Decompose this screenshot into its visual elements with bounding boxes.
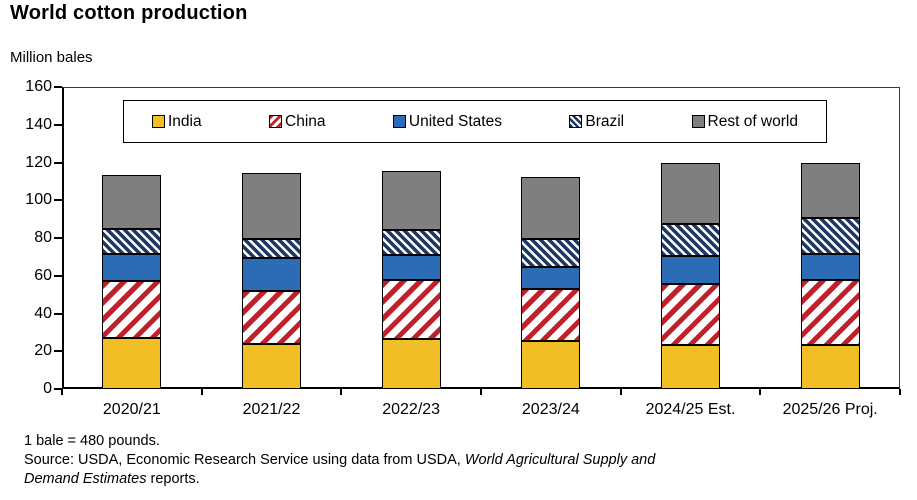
- bar-segment-brazil: [661, 223, 720, 256]
- x-axis-tick: [759, 389, 762, 395]
- bar-segment-india: [242, 343, 301, 389]
- brazil-swatch-icon: [569, 115, 583, 128]
- y-axis-tick-label: 80: [34, 229, 52, 246]
- x-axis-category-label: 2022/23: [382, 401, 441, 418]
- legend-label: China: [285, 112, 326, 130]
- x-axis-tick: [480, 389, 482, 395]
- bar-segment-rest-of-world: [800, 162, 860, 219]
- bar-segment-india: [521, 340, 581, 389]
- y-axis-tick: [54, 161, 62, 164]
- bar-segment-china: [102, 281, 162, 339]
- united-states-swatch-icon: [392, 115, 406, 128]
- y-axis-unit-label: Million bales: [10, 49, 93, 66]
- bar-segment-china: [661, 284, 720, 345]
- x-axis-tick: [61, 389, 63, 395]
- x-axis-tick: [200, 389, 203, 395]
- bar-segment-china: [521, 288, 581, 341]
- bar-segment-india: [102, 338, 162, 389]
- legend-label: United States: [408, 112, 502, 130]
- x-axis-category-label: 2021/22: [242, 401, 301, 418]
- y-axis-tick-label: 40: [34, 304, 52, 322]
- x-axis-tick: [899, 389, 901, 395]
- legend-label: Rest of world: [707, 112, 798, 130]
- plot-area: [62, 87, 900, 389]
- y-axis-tick: [54, 274, 62, 277]
- y-axis-tick-label: 120: [25, 153, 52, 171]
- footnotes: 1 bale = 480 pounds. Source: USDA, Econo…: [24, 432, 655, 489]
- y-axis-tick-label: 100: [25, 191, 52, 209]
- bar-segment-china: [242, 290, 301, 344]
- legend-item-china: China: [269, 113, 326, 131]
- y-axis-tick-label: 20: [34, 342, 52, 360]
- y-axis-tick: [54, 237, 62, 239]
- source-italic-title-part2: Demand Estimates: [24, 471, 147, 487]
- bar-segment-rest-of-world: [521, 176, 581, 239]
- y-axis-tick-label: 0: [43, 380, 52, 397]
- footnote-source-line-1: Source: USDA, Economic Research Service …: [24, 452, 656, 468]
- legend-item-rest-of-world: Rest of world: [691, 112, 798, 131]
- rest-of-world-swatch-icon: [691, 115, 705, 128]
- bar-segment-india: [381, 338, 441, 389]
- x-axis-category-label: 2020/21: [102, 401, 161, 418]
- bar-segment-brazil: [381, 230, 441, 255]
- bar-segment-brazil: [521, 238, 581, 268]
- x-axis-category-label: 2023/24: [521, 401, 580, 418]
- legend-label: Brazil: [585, 112, 625, 130]
- legend-item-brazil: Brazil: [569, 113, 624, 131]
- chart-title: World cotton production: [10, 2, 248, 24]
- y-axis-tick: [54, 199, 62, 202]
- legend-label: India: [168, 112, 202, 130]
- x-axis-category-label: 2025/26 Proj.: [782, 401, 878, 418]
- china-swatch-icon: [269, 115, 283, 128]
- y-axis-tick-label: 140: [25, 115, 52, 133]
- source-italic-title-part1: World Agricultural Supply and: [464, 452, 656, 468]
- legend: India China United States Brazil Rest of wor…: [123, 100, 827, 143]
- y-axis-tick: [54, 312, 62, 315]
- bar-segment-united-states: [381, 254, 441, 281]
- bar-segment-united-states: [521, 267, 581, 289]
- bar-segment-india: [800, 344, 860, 389]
- y-axis-tick: [54, 388, 62, 390]
- y-axis-tick: [54, 350, 62, 353]
- footnote-source-line-2: Demand Estimates reports.: [24, 471, 200, 487]
- bar-segment-brazil: [102, 228, 162, 255]
- bar-segment-rest-of-world: [661, 162, 720, 224]
- india-swatch-icon: [152, 115, 165, 128]
- x-axis-tick: [340, 389, 343, 395]
- bar-segment-rest-of-world: [381, 170, 441, 231]
- y-axis-tick: [54, 123, 62, 126]
- bar-segment-china: [800, 279, 860, 345]
- bar-segment-united-states: [661, 255, 720, 285]
- x-axis-category-label: 2024/25 Est.: [645, 401, 736, 418]
- bar-segment-united-states: [800, 254, 860, 280]
- legend-item-united-states: United States: [392, 112, 502, 131]
- y-axis-tick-label: 160: [25, 78, 52, 95]
- bar-segment-rest-of-world: [102, 174, 162, 229]
- y-axis-tick-label: 60: [34, 266, 52, 284]
- y-axis-tick: [54, 86, 62, 88]
- footnote-bale-definition: 1 bale = 480 pounds.: [24, 433, 160, 449]
- x-axis-tick: [619, 389, 622, 395]
- bar-segment-united-states: [242, 257, 301, 291]
- bar-segment-india: [661, 344, 720, 389]
- legend-item-india: India: [152, 113, 202, 131]
- bar-segment-rest-of-world: [242, 172, 301, 239]
- bar-segment-china: [381, 280, 441, 339]
- bar-segment-brazil: [242, 238, 301, 258]
- bar-segment-united-states: [102, 254, 162, 282]
- bar-segment-brazil: [800, 218, 860, 255]
